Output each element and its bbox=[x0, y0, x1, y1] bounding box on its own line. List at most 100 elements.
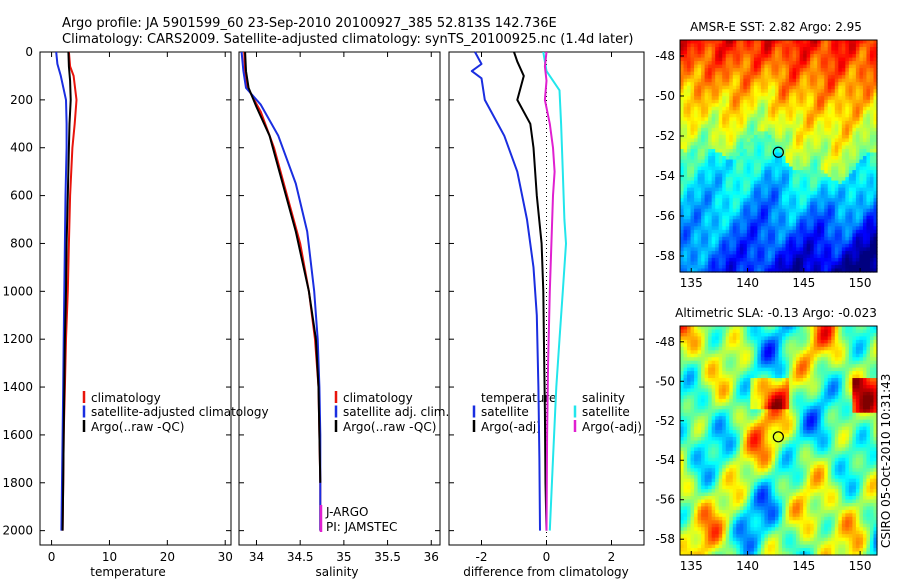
sla-map-cell bbox=[838, 364, 843, 369]
sst-map-cell bbox=[704, 50, 709, 55]
sst-map-cell bbox=[855, 257, 861, 263]
sla-map-cell bbox=[873, 381, 878, 386]
sst-map-cell bbox=[687, 261, 692, 266]
sst-map-cell bbox=[848, 229, 853, 234]
sst-map-cell bbox=[757, 141, 762, 147]
sst-map-cell bbox=[725, 71, 730, 76]
sla-map-cell bbox=[841, 360, 846, 365]
sst-map-cell bbox=[708, 254, 713, 259]
sst-map-cell bbox=[718, 205, 723, 210]
sla-map-cell bbox=[697, 388, 702, 393]
sst-map-cell bbox=[810, 173, 815, 178]
sla-map-cell bbox=[778, 378, 783, 383]
sst-map-cell bbox=[771, 226, 776, 231]
sla-map-cell bbox=[848, 353, 853, 358]
sst-map-cell bbox=[718, 43, 723, 48]
sst-map-cell bbox=[704, 141, 709, 147]
sst-map-cell bbox=[813, 156, 818, 161]
sst-map-cell bbox=[774, 96, 780, 101]
sst-map-cell bbox=[866, 180, 871, 185]
sst-map-cell bbox=[746, 96, 751, 101]
sst-map-cell bbox=[746, 268, 751, 273]
sst-map-cell bbox=[799, 226, 804, 231]
sst-map-cell bbox=[873, 156, 878, 161]
sst-map-cell bbox=[841, 222, 846, 227]
sla-map-cell bbox=[806, 384, 811, 390]
sla-map-cell bbox=[764, 367, 769, 372]
sst-map-cell bbox=[753, 184, 758, 189]
sst-map-cell bbox=[764, 226, 769, 231]
sst-map-cell bbox=[848, 187, 853, 192]
sst-map-cell bbox=[732, 201, 737, 206]
sla-map-cell bbox=[767, 339, 773, 344]
difference-series-temperature-argo-adj bbox=[513, 51, 548, 531]
sst-map-cell bbox=[704, 75, 709, 80]
temperature-series-satellite-adjusted-climatology bbox=[55, 51, 68, 531]
sla-map-cell bbox=[862, 364, 868, 369]
sst-map-cell bbox=[852, 89, 857, 94]
sst-map-cell bbox=[729, 222, 734, 227]
sst-map-cell bbox=[827, 184, 832, 189]
sla-map-cell bbox=[820, 343, 825, 348]
sst-map-cell bbox=[732, 131, 737, 136]
sst-map-cell bbox=[803, 64, 808, 69]
sst-map-cell bbox=[704, 247, 709, 252]
sst-map-cell bbox=[806, 156, 811, 161]
sst-map-cell bbox=[767, 75, 773, 80]
sst-map-cell bbox=[820, 250, 825, 256]
sla-map-cell bbox=[862, 388, 868, 393]
sst-map-cell bbox=[845, 205, 850, 210]
sst-map-cell bbox=[873, 110, 878, 115]
sla-map-cell bbox=[859, 374, 864, 379]
sst-map-cell bbox=[697, 163, 702, 168]
sst-map-cell bbox=[753, 261, 758, 266]
sst-map-cell bbox=[694, 43, 699, 48]
sla-map-cell bbox=[736, 367, 741, 372]
sst-map-cell bbox=[792, 54, 797, 59]
sla-map-cell bbox=[750, 360, 755, 365]
sst-map-cell bbox=[859, 40, 864, 45]
sst-map-cell bbox=[771, 205, 776, 210]
sst-map-cell bbox=[697, 110, 702, 115]
sst-map-cell bbox=[711, 78, 716, 83]
sst-map-cell bbox=[778, 96, 783, 101]
sst-map-cell bbox=[718, 170, 723, 175]
sst-map-cell bbox=[810, 85, 815, 90]
difference-xlabel: difference from climatology bbox=[463, 565, 629, 579]
sst-map-cell bbox=[841, 226, 846, 231]
sst-map-cell bbox=[704, 96, 709, 101]
sst-map-cell bbox=[729, 99, 734, 104]
sla-map-cell bbox=[694, 339, 699, 344]
sst-map-cell bbox=[729, 226, 734, 231]
sst-map-cell bbox=[760, 184, 766, 189]
sla-map-cell bbox=[757, 378, 762, 383]
sla-map-cell bbox=[862, 343, 868, 348]
sla-map-cell bbox=[806, 371, 811, 376]
sla-map-cell bbox=[873, 353, 878, 358]
sst-map-cell bbox=[827, 54, 832, 59]
sst-map-cell bbox=[732, 148, 737, 154]
sst-map-cell bbox=[711, 201, 716, 206]
sla-map-cell bbox=[810, 346, 815, 351]
sla-map-cell bbox=[711, 371, 716, 376]
sla-map-cell bbox=[841, 343, 846, 348]
sst-map-cell bbox=[750, 163, 755, 168]
sla-map-cell bbox=[785, 329, 790, 334]
sst-map-cell bbox=[774, 117, 780, 122]
sst-map-cell bbox=[789, 240, 794, 245]
sla-map-cell bbox=[831, 360, 836, 365]
sst-map-cell bbox=[711, 236, 716, 241]
sla-map-cell bbox=[810, 371, 815, 376]
sla-map-cell bbox=[736, 371, 741, 376]
sst-map-cell bbox=[767, 152, 773, 157]
difference-series-temperature-satellite bbox=[470, 51, 541, 531]
sst-map-cell bbox=[855, 219, 861, 224]
sla-map-cell bbox=[855, 329, 861, 334]
sst-map-cell bbox=[722, 71, 727, 76]
sst-map-cell bbox=[796, 208, 801, 213]
sst-map-cell bbox=[845, 127, 850, 132]
sst-map-cell bbox=[852, 208, 857, 213]
sla-map-cell bbox=[722, 357, 727, 362]
sst-map-cell bbox=[732, 54, 737, 59]
sla-map-cell bbox=[813, 336, 818, 341]
